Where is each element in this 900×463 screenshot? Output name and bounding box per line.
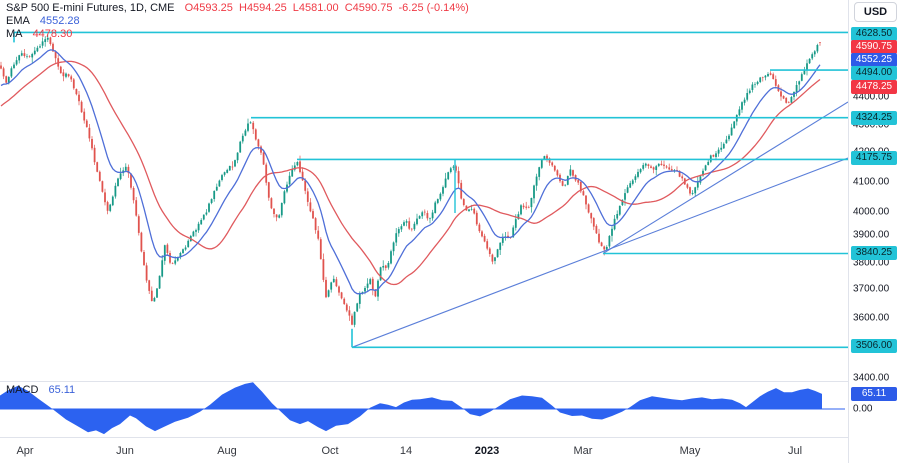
price-label-3900.00: 3900.00 xyxy=(853,229,890,241)
price-badge-4175.75: 4175.75 xyxy=(851,150,897,165)
price-label-4000.00: 4000.00 xyxy=(853,206,890,218)
open-label: O xyxy=(184,2,194,14)
change-value: -6.25 (-0.14%) xyxy=(398,2,469,14)
macd-area xyxy=(0,382,822,435)
legend: S&P 500 E-mini Futures, 1D, CME O4593.25… xyxy=(6,2,469,41)
ma-value: 4478.30 xyxy=(32,28,73,40)
trendline-1[interactable] xyxy=(351,157,848,348)
macd-label: MACD xyxy=(6,384,39,396)
price-badge-4478.25: 4478.25 xyxy=(851,79,897,94)
price-badge-4552.25: 4552.25 xyxy=(851,53,897,67)
price-badge-4324.25: 4324.25 xyxy=(851,111,897,125)
macd-legend[interactable]: MACD 65.11 xyxy=(6,384,75,396)
time-label-Jun: Jun xyxy=(116,445,134,457)
low-label: L xyxy=(292,2,299,14)
time-axis-divider xyxy=(0,437,900,438)
price-badge-3506.00: 3506.00 xyxy=(851,338,897,353)
close-label: C xyxy=(344,2,353,14)
price-label-3700.00: 3700.00 xyxy=(853,283,890,295)
currency-button[interactable]: USD xyxy=(854,2,897,22)
symbol-title: S&P 500 E-mini Futures, 1D, CME xyxy=(6,2,175,14)
price-label-3400.00: 3400.00 xyxy=(853,372,890,383)
price-label-4300.00: 4300.00 xyxy=(853,119,890,131)
macd-value: 65.11 xyxy=(48,384,76,396)
ma-label: MA xyxy=(6,28,23,40)
time-label-14: 14 xyxy=(399,445,413,457)
ema-label: EMA xyxy=(6,15,30,27)
symbol-row[interactable]: S&P 500 E-mini Futures, 1D, CME O4593.25… xyxy=(6,2,469,15)
ma-row[interactable]: MA 4478.30 xyxy=(6,28,469,41)
ema-line[interactable] xyxy=(0,49,821,295)
candlesticks xyxy=(0,33,821,328)
price-badge-4628.50: 4628.50 xyxy=(851,27,897,41)
macd-zero-label: 0.00 xyxy=(853,403,873,415)
price-label-3800.00: 3800.00 xyxy=(853,257,890,269)
time-label-Apr: Apr xyxy=(16,445,34,457)
price-label-3600.00: 3600.00 xyxy=(853,312,890,324)
close-value: 4590.75 xyxy=(352,2,393,14)
ma-line[interactable] xyxy=(0,60,821,286)
time-label-Oct: Oct xyxy=(321,445,339,457)
macd-value-badge: 65.11 xyxy=(851,387,897,401)
open-value: 4593.25 xyxy=(193,2,233,14)
price-axis[interactable]: USD 4400.004300.004200.004100.004000.003… xyxy=(848,0,900,463)
high-value: 4594.25 xyxy=(246,2,287,14)
time-axis[interactable]: Apr Jun Aug Oct 14 2023 Mar May Jul xyxy=(0,438,848,463)
price-badge-4590.75: 4590.75 xyxy=(851,40,897,54)
price-label-4100.00: 4100.00 xyxy=(853,176,890,188)
time-label-Mar: Mar xyxy=(573,445,593,457)
time-label-Aug: Aug xyxy=(217,445,237,457)
pane-divider[interactable] xyxy=(0,381,900,382)
time-label-May: May xyxy=(679,445,701,457)
time-label-Jul: Jul xyxy=(787,445,803,457)
time-label-2023: 2023 xyxy=(474,445,500,457)
high-label: H xyxy=(238,2,247,14)
ema-value: 4552.28 xyxy=(39,15,80,27)
price-badge-4494.00: 4494.00 xyxy=(851,65,897,80)
ema-row[interactable]: EMA 4552.28 xyxy=(6,15,469,28)
trendline-2[interactable] xyxy=(602,101,848,254)
price-label-4400.00: 4400.00 xyxy=(853,91,890,102)
low-value: 4581.00 xyxy=(298,2,339,14)
price-badge-3840.25: 3840.25 xyxy=(851,246,897,260)
